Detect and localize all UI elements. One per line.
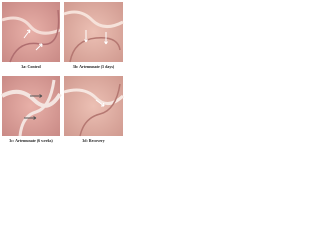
panel-caption: 3a: Control — [21, 64, 41, 69]
panel-caption: 3b: Artemunate (5 days) — [73, 64, 115, 69]
panel-caption: 3d: Recovery — [82, 138, 105, 143]
figure: 3a: Control 3b: Artemunate (5 days) 3c: … — [1, 2, 125, 143]
panel-caption: 3c: Artemunate (6 weeks) — [9, 138, 53, 143]
panel-image — [1, 2, 61, 63]
panel-image — [63, 2, 124, 63]
panel-image — [1, 76, 62, 137]
panel-image — [63, 76, 125, 137]
